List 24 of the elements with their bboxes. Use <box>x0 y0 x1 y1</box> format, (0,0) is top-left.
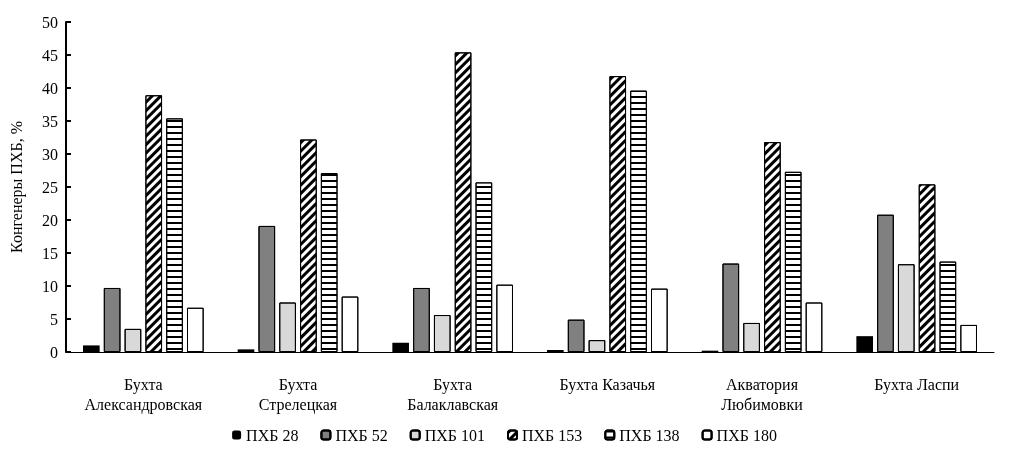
y-axis-title: Конгенеры ПХБ, % <box>7 121 26 253</box>
y-tick-label: 45 <box>42 46 58 64</box>
y-tick-label: 20 <box>42 211 58 229</box>
x-tick-label: Бухта Казачья <box>559 375 656 394</box>
x-tick-label: Бухта Ласпи <box>874 375 960 394</box>
y-tick-label: 5 <box>50 310 58 328</box>
legend-label: ПХБ 138 <box>619 426 680 444</box>
y-tick-label: 40 <box>42 79 58 97</box>
legend-label: ПХБ 101 <box>424 426 485 444</box>
x-tick-label: Бухта Александровская <box>84 375 203 414</box>
y-tick-label: 35 <box>42 112 58 130</box>
legend-label: ПХБ 28 <box>246 426 299 444</box>
y-tick-label: 25 <box>42 178 58 196</box>
x-tick-label: Бухта Стрелецкая <box>258 375 338 414</box>
y-tick-label: 0 <box>50 343 58 361</box>
y-tick-label: 15 <box>42 244 58 262</box>
x-tick-label: Бухта Балаклавская <box>407 375 499 413</box>
x-tick-label: Акватория Любимовки <box>721 375 804 413</box>
legend-label: ПХБ 153 <box>522 426 583 444</box>
y-tick-label: 50 <box>42 13 58 31</box>
legend-label: ПХБ 52 <box>335 426 388 444</box>
y-tick-label: 30 <box>42 145 58 163</box>
legend-label: ПХБ 180 <box>716 426 777 444</box>
y-tick-label: 10 <box>42 277 58 295</box>
